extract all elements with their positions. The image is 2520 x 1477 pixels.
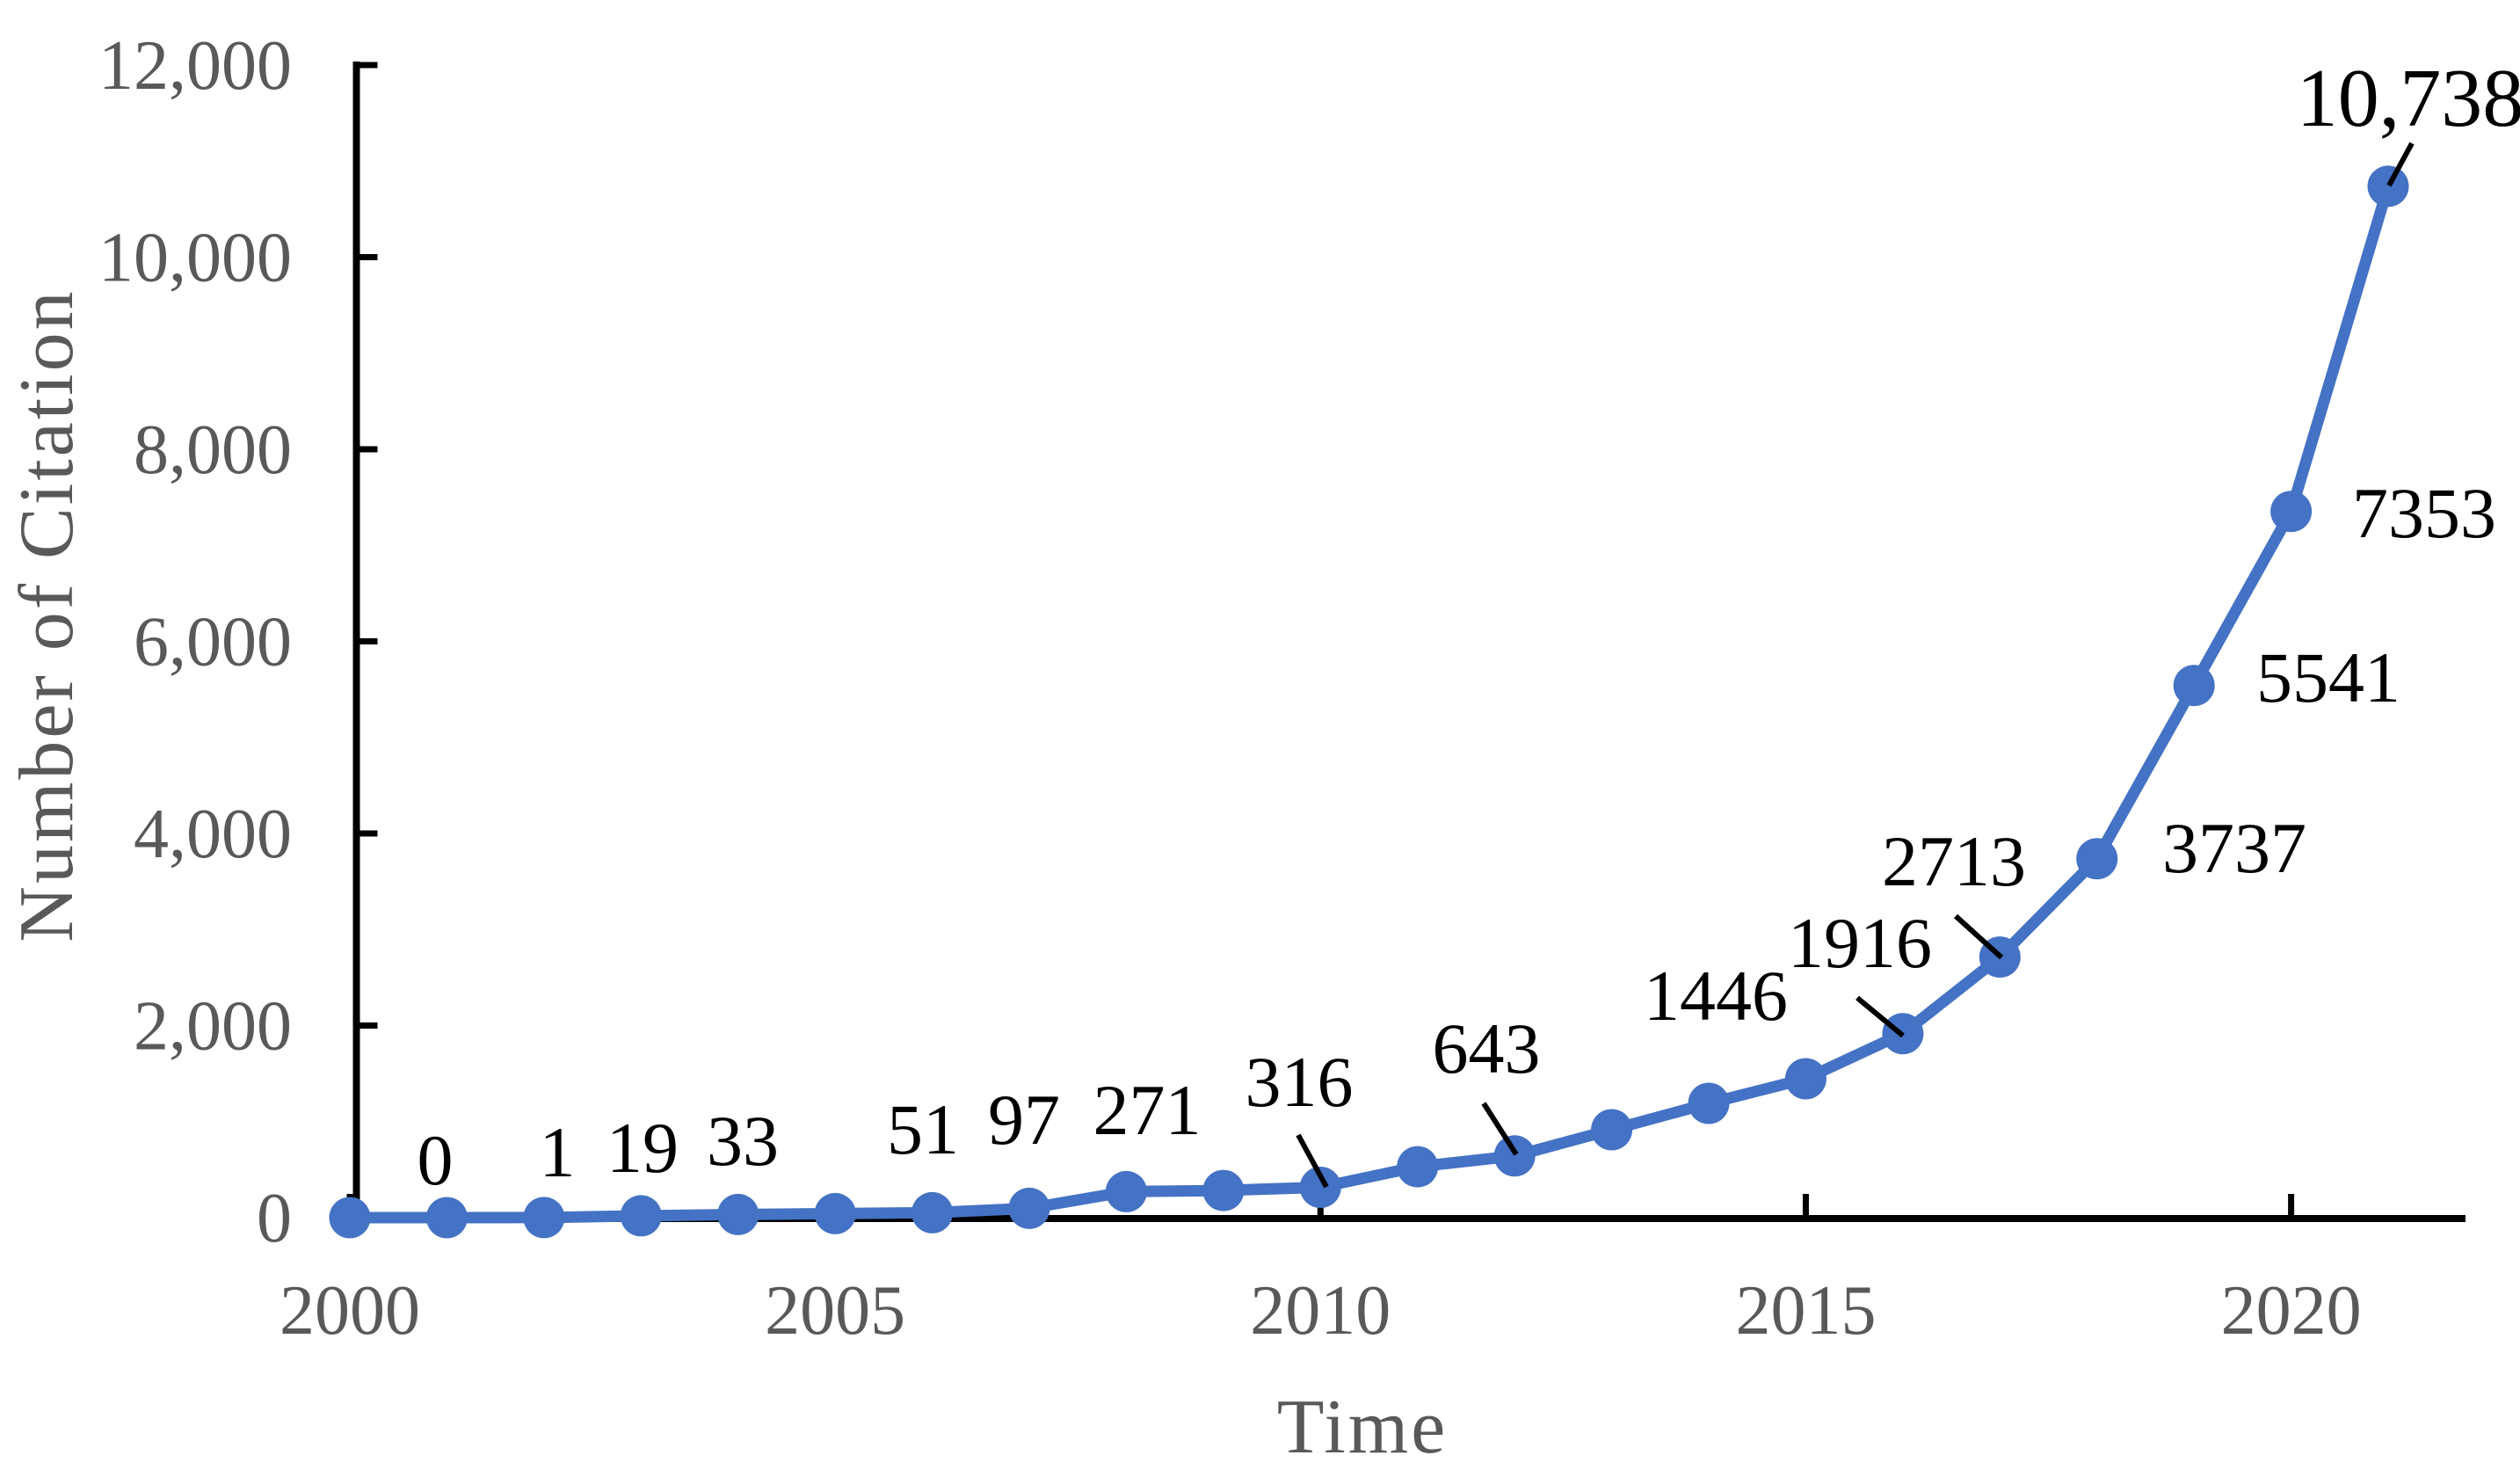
- y-tick-label: 10,000: [98, 220, 292, 297]
- data-point-2007: [1008, 1187, 1050, 1229]
- data-point-2005: [814, 1192, 856, 1234]
- data-point-2010: [1299, 1167, 1341, 1208]
- x-tick-label: 2010: [1250, 1272, 1391, 1350]
- y-tick-label: 12,000: [98, 27, 292, 105]
- leader-line-2016: [1856, 995, 1905, 1038]
- data-label-2018: 3737: [2162, 808, 2306, 888]
- y-tick-label: 2,000: [134, 988, 292, 1066]
- data-label-2017: 2713: [1882, 821, 2026, 901]
- y-tick-label: 8,000: [134, 411, 292, 489]
- data-point-2014: [1688, 1082, 1730, 1124]
- axes-layer: [352, 62, 2466, 1222]
- data-point-2000: [329, 1197, 371, 1239]
- data-point-2011: [1397, 1146, 1439, 1188]
- data-point-2003: [620, 1195, 662, 1237]
- data-point-2002: [523, 1197, 565, 1239]
- data-label-2016: 1916: [1788, 903, 1932, 983]
- data-point-2006: [911, 1191, 954, 1233]
- data-label-2002: 1: [540, 1112, 576, 1192]
- data-point-2018: [2076, 838, 2118, 880]
- data-point-2013: [1591, 1109, 1633, 1151]
- data-label-2006: 51: [887, 1089, 959, 1169]
- data-label-2003: 19: [606, 1108, 679, 1188]
- data-label-2012: 643: [1433, 1008, 1541, 1088]
- data-point-2019: [2173, 665, 2215, 707]
- data-point-2008: [1105, 1170, 1147, 1212]
- leader-line-2012: [1481, 1102, 1519, 1156]
- y-axis-title: Number of Citation: [4, 288, 90, 942]
- data-point-2001: [425, 1197, 468, 1239]
- ticks-layer: 0 2,000 4,000 6,000 8,000 10,000 12,000 2000 200…: [98, 27, 2362, 1350]
- series-layer: [329, 165, 2409, 1239]
- data-point-2004: [717, 1193, 759, 1235]
- data-label-2020: 7353: [2352, 473, 2496, 553]
- data-label-2007: 97: [988, 1080, 1060, 1160]
- data-point-2009: [1202, 1169, 1245, 1211]
- y-tick-label: 6,000: [134, 604, 292, 681]
- leader-line-2021: [2386, 142, 2415, 187]
- x-tick-label: 2005: [765, 1272, 905, 1350]
- leader-line-2010: [1296, 1133, 1329, 1189]
- y-tick-label: 4,000: [134, 796, 292, 873]
- x-tick-label: 2020: [2221, 1272, 2362, 1350]
- data-point-2012: [1493, 1135, 1536, 1177]
- citation-series-line: [344, 180, 2394, 1224]
- leader-line-2017: [1953, 913, 2004, 960]
- data-label-2021: 10,738: [2297, 53, 2520, 144]
- data-label-2010: 316: [1245, 1042, 1354, 1122]
- data-label-2004: 33: [707, 1101, 779, 1181]
- data-point-2015: [1784, 1058, 1826, 1100]
- x-tick-label: 2015: [1735, 1272, 1876, 1350]
- data-label-2015: 1446: [1644, 956, 1788, 1036]
- x-tick-label: 2000: [280, 1272, 420, 1350]
- data-label-2001: 0: [418, 1120, 454, 1200]
- data-label-2008: 271: [1093, 1070, 1202, 1150]
- x-axis-title: Time: [1277, 1385, 1449, 1470]
- data-point-2021: [2367, 165, 2409, 207]
- y-tick-label: 0: [257, 1180, 292, 1257]
- data-point-2020: [2270, 491, 2313, 533]
- data-label-2019: 5541: [2256, 637, 2400, 717]
